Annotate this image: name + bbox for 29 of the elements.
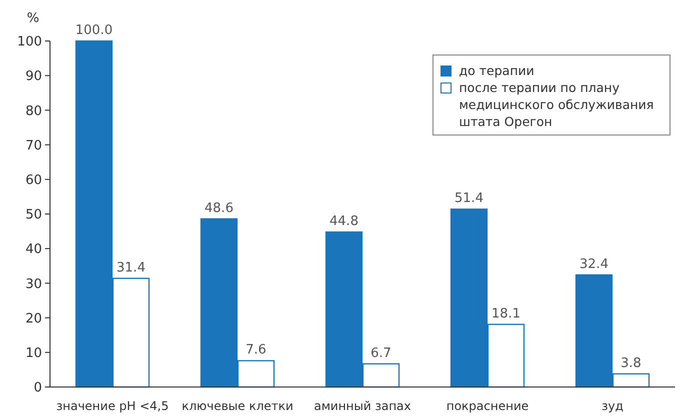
- y-tick-label: 80: [25, 104, 42, 119]
- data-label: 6.7: [370, 346, 392, 361]
- x-tick-label: зуд: [602, 399, 624, 413]
- x-tick-label: ключевые клетки: [182, 399, 294, 413]
- x-tick-label: аминный запах: [314, 399, 412, 413]
- data-label: 32.4: [580, 256, 608, 272]
- data-label: 7.6: [246, 342, 266, 358]
- legend-label: до терапии: [459, 63, 534, 78]
- data-label: 18.1: [492, 306, 520, 322]
- y-tick-label: 20: [25, 311, 42, 326]
- y-tick-label: 50: [25, 208, 42, 223]
- data-label: 44.8: [330, 214, 358, 229]
- y-tick-label: 10: [25, 346, 42, 361]
- y-tick-label: 70: [25, 138, 42, 154]
- y-tick-label: 30: [25, 276, 42, 292]
- y-tick-label: 100: [17, 34, 42, 50]
- legend-label: после терапии по плану медицинского обслуживания штата Орегон: [459, 80, 654, 129]
- data-label: 100.0: [75, 23, 113, 38]
- y-tick-label: 90: [25, 69, 42, 84]
- data-label: 48.6: [204, 200, 234, 216]
- x-tick-label: покраснение: [446, 399, 529, 413]
- y-tick-label: 60: [25, 172, 42, 188]
- data-label: 51.4: [454, 191, 484, 206]
- x-tick-label: значение pH <4,5: [56, 399, 169, 413]
- y-axis-title: %: [26, 11, 40, 26]
- y-tick-label: 0: [34, 380, 42, 396]
- y-tick-label: 40: [25, 242, 42, 258]
- data-label: 31.4: [116, 260, 146, 276]
- data-label: 3.8: [620, 356, 642, 371]
